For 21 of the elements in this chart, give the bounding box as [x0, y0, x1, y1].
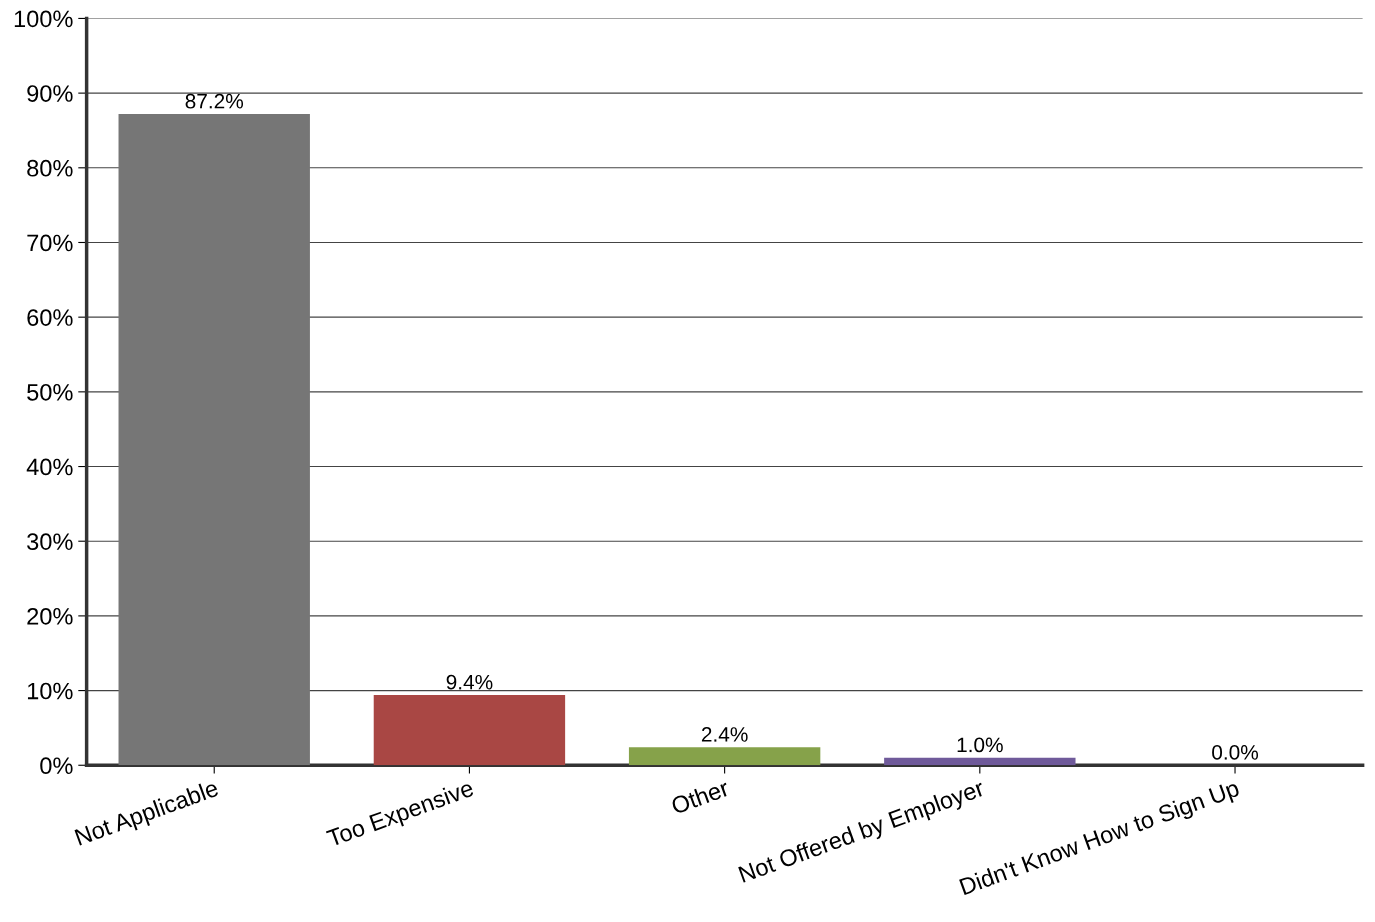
y-tick-label: 100% — [14, 10, 73, 28]
y-tick-label: 70% — [27, 234, 73, 252]
data-label: 2.4% — [701, 727, 748, 742]
data-label: 87.2% — [185, 93, 244, 109]
y-tick-label: 30% — [27, 533, 73, 550]
bar — [628, 747, 821, 766]
data-label: 0.0% — [1212, 745, 1259, 760]
bar — [884, 757, 1076, 766]
x-tick-label: Other — [670, 778, 731, 815]
y-tick-label: 0% — [40, 757, 73, 775]
data-label: 1.0% — [957, 737, 1003, 753]
data-label: 9.4% — [446, 674, 493, 690]
y-tick-label: 20% — [27, 607, 73, 625]
y-tick-label: 50% — [27, 383, 73, 401]
y-tick-label: 40% — [26, 458, 73, 476]
y-tick-label: 90% — [27, 85, 73, 102]
bar — [373, 695, 566, 766]
y-tick-label: 10% — [27, 682, 73, 700]
y-tick-label: 80% — [27, 159, 73, 177]
y-tick-label: 60% — [27, 309, 73, 326]
bar — [118, 114, 310, 766]
